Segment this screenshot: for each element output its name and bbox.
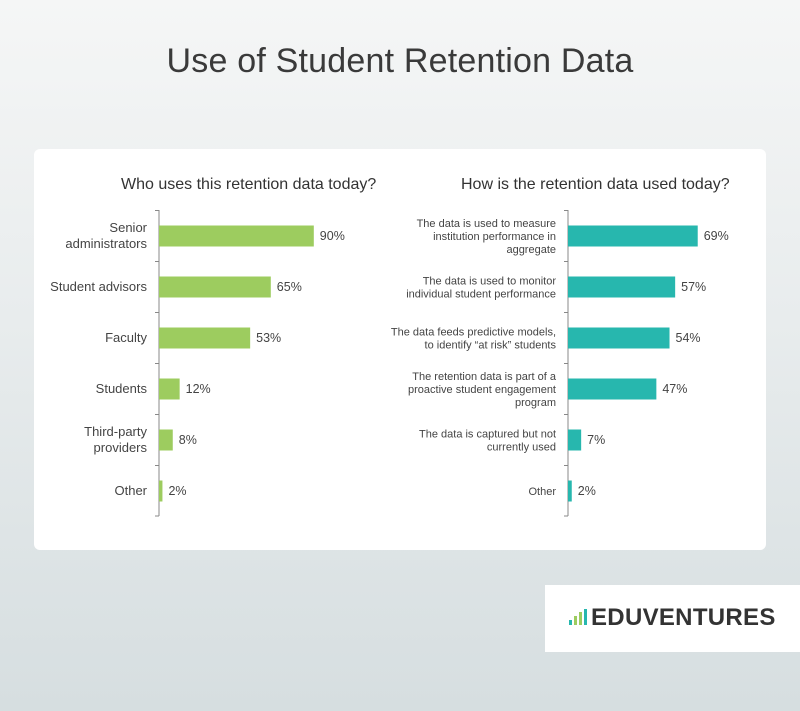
chart-1-bar-5 xyxy=(568,480,572,502)
category-line: The data is captured but not xyxy=(419,429,556,441)
category-line: program xyxy=(515,397,556,409)
chart-0-bar-1 xyxy=(159,276,271,298)
who-uses-chart-svg: 90% Senior administrators 65% Student adviso… xyxy=(50,210,345,517)
chart-1-category-label-4: The data is captured but not currently us… xyxy=(419,429,556,454)
who-uses-chart: Who uses this retention data today? 90% S… xyxy=(34,149,400,550)
chart-0-value-label-3: 12% xyxy=(186,382,211,396)
chart-1-category-label-5: Other xyxy=(528,486,556,498)
chart-0-bar-3 xyxy=(159,378,180,400)
chart-1-bar-2 xyxy=(568,327,670,349)
chart-1-value-label-1: 57% xyxy=(681,280,706,294)
chart-0-value-label-0: 90% xyxy=(320,229,345,243)
chart-0-category-label-4: Third-party providers xyxy=(84,424,147,455)
category-line: Other xyxy=(114,483,147,498)
chart-1-category-label-2: The data feeds predictive models, to iden… xyxy=(391,327,557,352)
category-line: providers xyxy=(94,440,148,455)
category-line: Student advisors xyxy=(50,279,147,294)
chart-0-value-label-4: 8% xyxy=(179,433,197,447)
brand-name: EDUVENTURES xyxy=(591,604,776,631)
category-line: Other xyxy=(528,486,556,498)
category-line: aggregate xyxy=(506,244,556,256)
page-title: Use of Student Retention Data xyxy=(166,42,634,80)
category-line: administrators xyxy=(65,236,147,251)
chart-0-value-label-5: 2% xyxy=(168,484,186,498)
chart-0-category-label-3: Students xyxy=(96,381,148,396)
category-line: to identify “at risk” students xyxy=(425,340,557,352)
chart-1-category-label-0: The data is used to measure institution p… xyxy=(417,218,556,256)
category-line: individual student performance xyxy=(406,289,556,301)
chart-0-bar-0 xyxy=(159,225,314,247)
how-used-chart-svg: 69% The data is used to measure institutio… xyxy=(391,210,729,517)
chart-1-category-label-3: The retention data is part of a proactive… xyxy=(408,371,557,409)
how-used-chart: How is the retention data used today? 69… xyxy=(391,149,766,550)
how-used-chart-title: How is the retention data used today? xyxy=(461,176,730,193)
category-line: The retention data is part of a xyxy=(412,371,557,383)
category-line: The data is used to monitor xyxy=(423,276,557,288)
chart-0-bar-4 xyxy=(159,429,173,451)
category-line: The data feeds predictive models, xyxy=(391,327,556,339)
chart-0-value-label-1: 65% xyxy=(277,280,302,294)
category-line: Third-party xyxy=(84,424,147,439)
category-line: institution performance in xyxy=(433,231,556,243)
chart-1-category-label-1: The data is used to monitor individual st… xyxy=(406,276,556,301)
chart-1-value-label-2: 54% xyxy=(676,331,701,345)
chart-0-category-label-2: Faculty xyxy=(105,330,147,345)
category-line: currently used xyxy=(487,442,556,454)
chart-1-bar-1 xyxy=(568,276,676,298)
chart-1-value-label-0: 69% xyxy=(704,229,729,243)
bar-chart-logo-icon xyxy=(569,609,587,625)
who-uses-chart-title: Who uses this retention data today? xyxy=(121,176,377,193)
chart-0-bar-5 xyxy=(159,480,163,502)
chart-1-value-label-4: 7% xyxy=(587,433,605,447)
chart-card: Who uses this retention data today? 90% S… xyxy=(34,149,766,550)
chart-1-bar-0 xyxy=(568,225,698,247)
chart-0-category-label-0: Senior administrators xyxy=(65,220,147,251)
category-line: proactive student engagement xyxy=(408,384,556,396)
chart-1-value-label-5: 2% xyxy=(578,484,596,498)
category-line: Faculty xyxy=(105,330,147,345)
eduventures-logo: EDUVENTURES xyxy=(545,585,800,652)
category-line: Senior xyxy=(109,220,147,235)
chart-0-category-label-5: Other xyxy=(114,483,147,498)
chart-0-bar-2 xyxy=(159,327,251,349)
category-line: Students xyxy=(96,381,148,396)
chart-1-bar-4 xyxy=(568,429,582,451)
chart-1-value-label-3: 47% xyxy=(662,382,687,396)
chart-1-bar-3 xyxy=(568,378,657,400)
chart-0-value-label-2: 53% xyxy=(256,331,281,345)
chart-0-category-label-1: Student advisors xyxy=(50,279,147,294)
category-line: The data is used to measure xyxy=(417,218,556,230)
